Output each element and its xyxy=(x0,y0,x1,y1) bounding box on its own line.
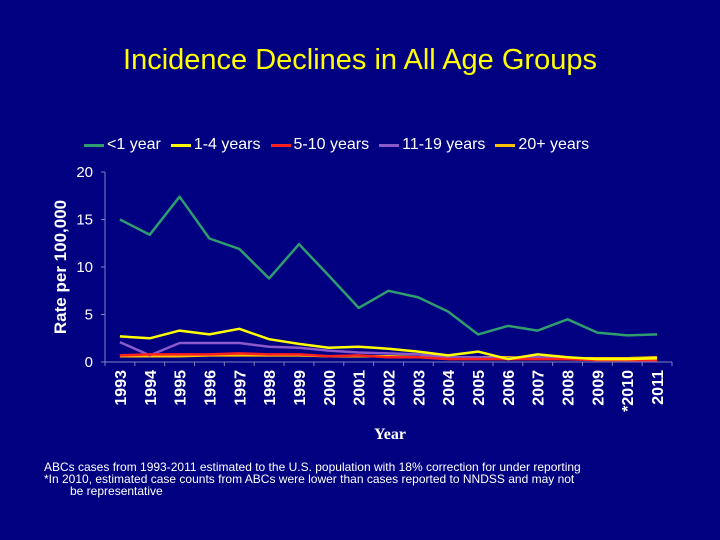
legend-item-1-4-years: 1-4 years xyxy=(170,136,261,154)
legend-swatch xyxy=(379,143,400,147)
y-tick-label: 5 xyxy=(85,307,93,324)
x-tick-label: 2011 xyxy=(650,370,667,405)
x-tick-label: 2003 xyxy=(411,370,428,406)
legend-label: 11-19 years xyxy=(402,136,486,153)
legend-label: 20+ years xyxy=(518,136,590,153)
x-tick-label: 1998 xyxy=(262,370,279,406)
x-tick-label: 1993 xyxy=(113,370,130,406)
x-tick-label: 1999 xyxy=(292,370,309,406)
x-tick-label: 2002 xyxy=(382,370,399,406)
footnote-2010: *In 2010, estimated case counts from ABC… xyxy=(44,472,575,486)
legend-swatch xyxy=(495,143,516,147)
x-tick-label: 2004 xyxy=(441,370,458,406)
legend-label: <1 year xyxy=(107,136,161,153)
legend-swatch xyxy=(170,143,191,147)
y-tick-label: 20 xyxy=(76,164,93,181)
series-line-1-year xyxy=(119,195,658,337)
series-line-5-10-years xyxy=(119,352,658,362)
legend-item-11-19-years: 11-19 years xyxy=(379,136,485,154)
footnote-2010-continued: be representative xyxy=(70,484,163,498)
legend-swatch xyxy=(270,143,291,147)
x-tick-label: 2005 xyxy=(471,370,488,406)
legend-item-5-10-years: 5-10 years xyxy=(270,136,370,154)
slide-title: Incidence Declines in All Age Groups xyxy=(123,44,597,76)
y-tick-label: 0 xyxy=(85,354,93,371)
legend-item-20-years: 20+ years xyxy=(495,136,589,154)
x-tick-label: 2009 xyxy=(590,370,607,406)
legend-item-1-year: <1 year xyxy=(84,136,161,154)
legend-label: 5-10 years xyxy=(293,136,370,153)
legend-swatch xyxy=(84,143,104,147)
x-tick-label: 2001 xyxy=(352,370,369,406)
x-tick-label: 1996 xyxy=(202,370,219,406)
x-tick-label: 2000 xyxy=(322,370,339,406)
x-tick-label: 2007 xyxy=(531,370,548,406)
legend-label: 1-4 years xyxy=(193,136,261,153)
x-tick-label: 1995 xyxy=(173,370,190,406)
chart-legend: <1 year 1-4 years 5-10 years 11-19 years 20+… xyxy=(84,135,589,155)
footnotes: ABCs cases from 1993-2011 estimated to t… xyxy=(44,461,684,497)
x-axis-title: Year xyxy=(374,426,406,443)
x-tick-label: 2008 xyxy=(561,370,578,406)
series-line-1-4-years xyxy=(119,327,658,361)
y-tick-label: 10 xyxy=(76,259,93,276)
x-tick-label: 2006 xyxy=(501,370,518,406)
y-tick-label: 15 xyxy=(76,212,93,229)
x-tick-label: *2010 xyxy=(620,370,637,412)
x-tick-label: 1997 xyxy=(232,370,249,406)
footnote-source: ABCs cases from 1993-2011 estimated to t… xyxy=(44,460,581,474)
y-axis-title: Rate per 100,000 xyxy=(51,200,70,334)
x-tick-label: 1994 xyxy=(143,370,160,406)
